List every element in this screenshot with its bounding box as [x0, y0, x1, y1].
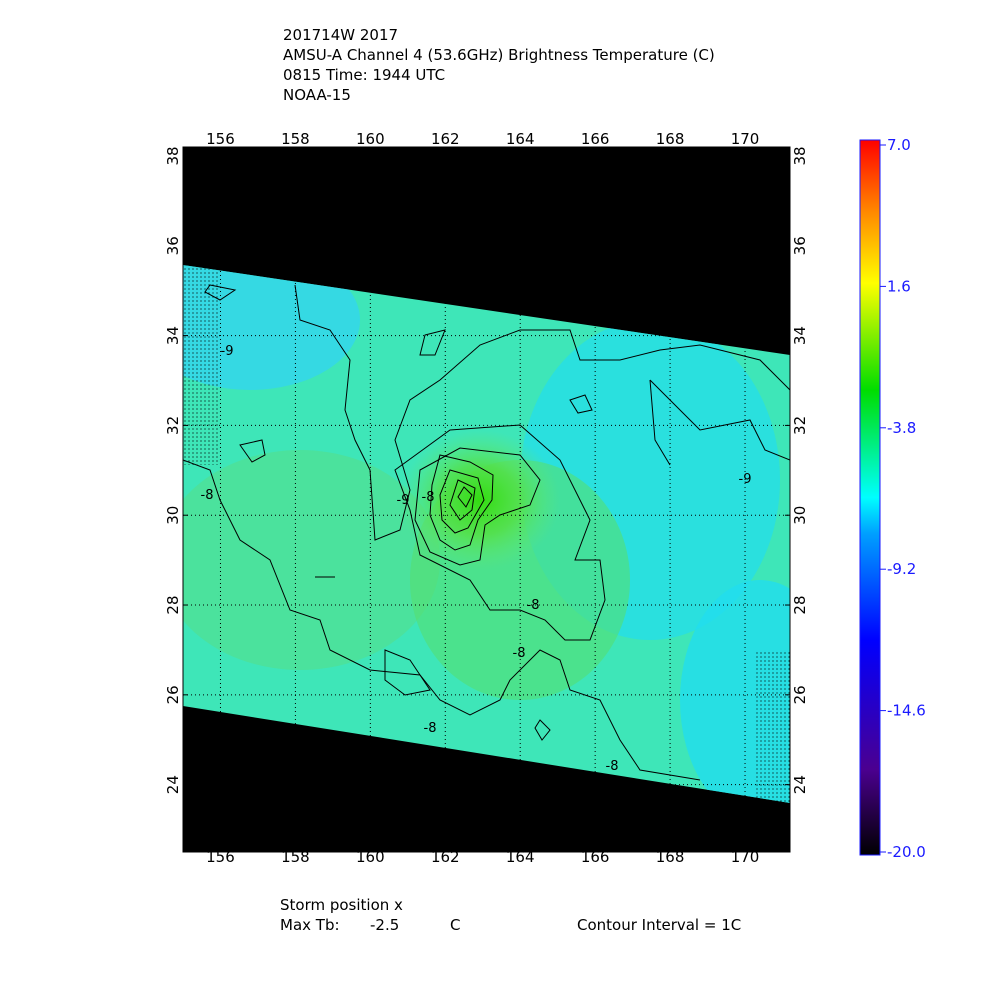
contour-label: -8	[527, 598, 540, 613]
contour	[429, 454, 494, 551]
contour	[649, 379, 671, 466]
x-tick-label: 160	[356, 848, 385, 866]
y-tick-label: 32	[791, 416, 809, 435]
contour	[384, 649, 431, 696]
contour-label: -8	[201, 488, 214, 503]
y-tick-label: 34	[164, 326, 182, 345]
title-line: 0815 Time: 1944 UTC	[283, 66, 445, 84]
storm-position: Storm position x	[280, 896, 403, 914]
contour	[414, 447, 541, 566]
y-tick-label: 28	[164, 595, 182, 614]
contour	[239, 439, 266, 463]
max-tb-label: Max Tb:	[280, 916, 340, 934]
title-block: 201714W 2017 AMSU-A Channel 4 (53.6GHz) B…	[283, 26, 715, 104]
max-tb-unit: C	[450, 916, 460, 934]
colorbar-tick-label: 7.0	[887, 136, 911, 154]
contour-label: -9	[397, 493, 410, 508]
x-tick-label: 156	[206, 130, 235, 148]
colorbar-tick-label: -20.0	[887, 843, 926, 861]
contour-label: -9	[739, 472, 752, 487]
y-tick-label: 24	[164, 775, 182, 794]
y-tick-label: 38	[164, 146, 182, 165]
contour-interval: Contour Interval = 1C	[577, 916, 741, 934]
noise	[183, 265, 218, 465]
contour	[183, 459, 701, 781]
x-tick-label: 156	[206, 848, 235, 866]
y-tick-label: 38	[791, 146, 809, 165]
contour-label: -8	[606, 759, 619, 774]
x-tick-label: 164	[506, 130, 535, 148]
colorbar-tick-label: -9.2	[887, 560, 916, 578]
title-line: AMSU-A Channel 4 (53.6GHz) Brightness Te…	[283, 46, 715, 64]
y-tick-label: 34	[791, 326, 809, 345]
x-tick-label: 162	[431, 130, 460, 148]
x-tick-label: 166	[581, 848, 610, 866]
x-tick-label: 170	[731, 848, 760, 866]
contour-label: -8	[422, 490, 435, 505]
colorbar	[859, 139, 881, 856]
y-tick-label: 36	[164, 236, 182, 255]
y-tick-label: 32	[164, 416, 182, 435]
x-tick-label: 162	[431, 848, 460, 866]
contour	[419, 329, 446, 356]
colorbar-tick-label: 1.6	[887, 277, 911, 295]
x-tick-label: 160	[356, 130, 385, 148]
warm-area	[183, 450, 440, 670]
title-line: NOAA-15	[283, 86, 351, 104]
colorbar-ticks: 7.0 1.6 -3.8 -9.2 -14.6 -20.0	[880, 136, 926, 861]
contour-label: -9	[221, 344, 234, 359]
max-tb-value: -2.5	[370, 916, 399, 934]
contour-label: -8	[424, 721, 437, 736]
contour	[294, 284, 790, 541]
y-tick-label: 26	[791, 685, 809, 704]
contour	[394, 424, 606, 641]
contour	[534, 719, 551, 741]
x-tick-label: 158	[281, 848, 310, 866]
contours	[183, 284, 790, 781]
y-tick-label: 24	[791, 775, 809, 794]
contour	[439, 469, 485, 534]
x-tick-label: 166	[581, 130, 610, 148]
y-tick-label: 30	[164, 506, 182, 525]
colorbar-tick-label: -14.6	[887, 702, 926, 720]
contour-label: -8	[513, 646, 526, 661]
noise	[755, 650, 790, 803]
x-tick-label: 168	[656, 848, 685, 866]
axes: 156 156 158 158 160 160 162 162 164 164 166 166 168 1…	[164, 130, 809, 866]
contour	[449, 479, 476, 521]
x-tick-label: 168	[656, 130, 685, 148]
y-tick-label: 28	[791, 595, 809, 614]
contour	[569, 394, 593, 414]
colorbar-tick-label: -3.8	[887, 419, 916, 437]
x-tick-label: 158	[281, 130, 310, 148]
plot-frame	[182, 146, 791, 853]
x-tick-label: 170	[731, 130, 760, 148]
title-line: 201714W 2017	[283, 26, 398, 44]
contour	[649, 379, 790, 461]
x-tick-label: 164	[506, 848, 535, 866]
contour	[457, 486, 473, 508]
y-tick-label: 36	[791, 236, 809, 255]
y-tick-label: 30	[791, 506, 809, 525]
y-tick-label: 26	[164, 685, 182, 704]
